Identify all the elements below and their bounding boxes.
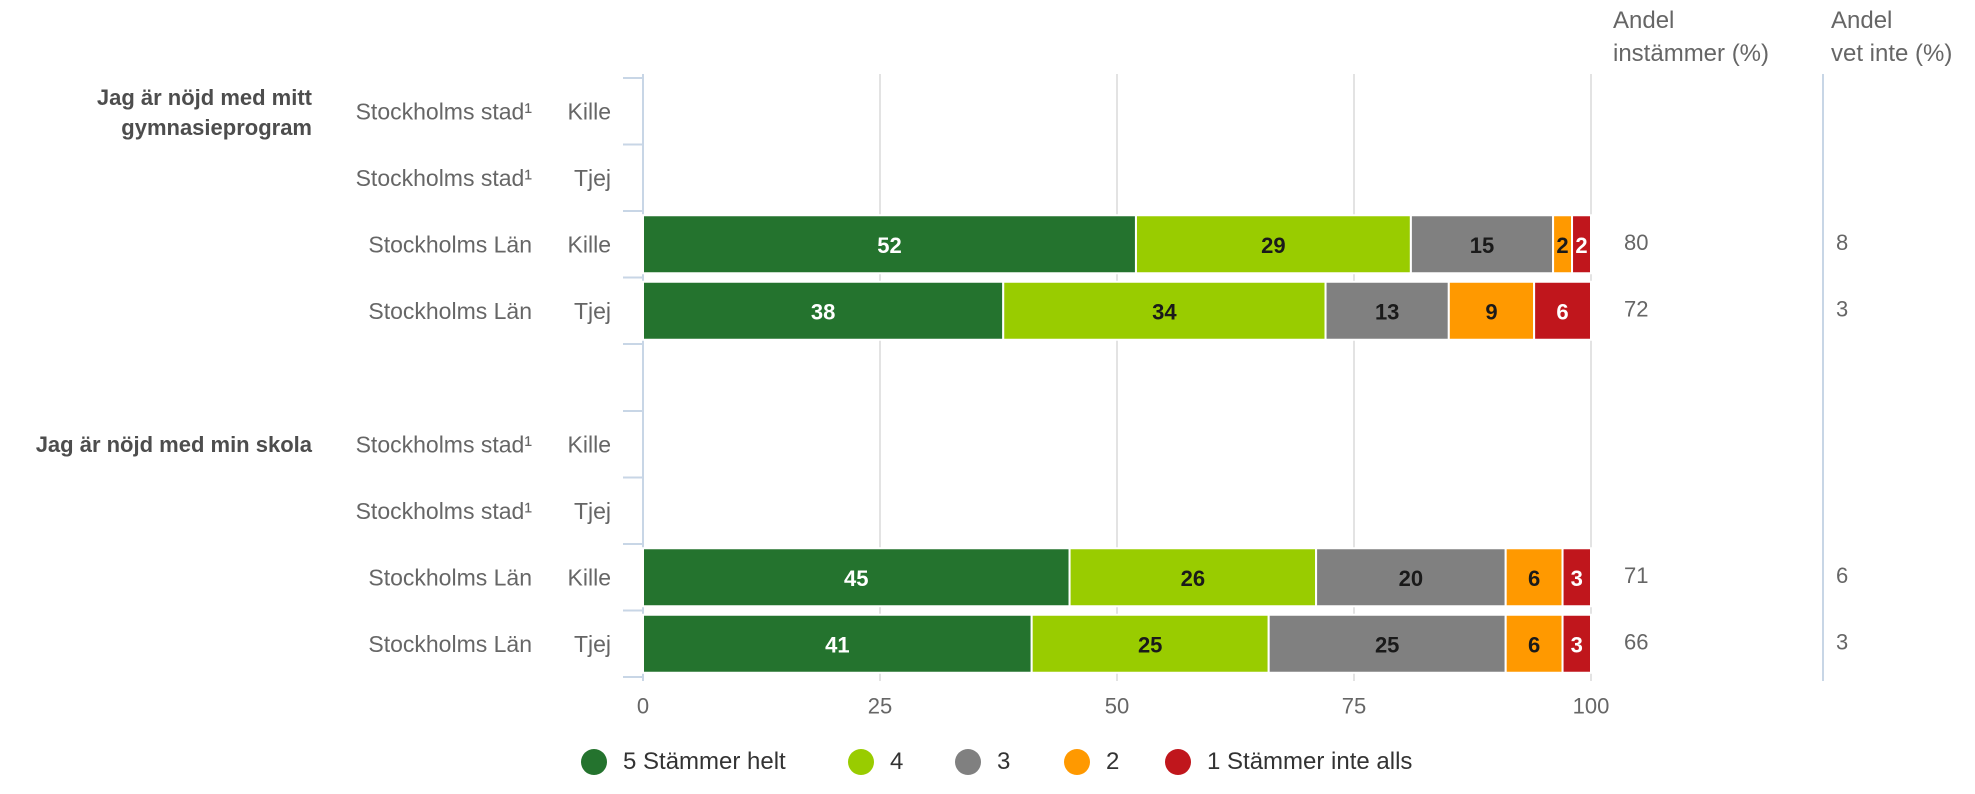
row-label-gender: Kille [568, 98, 611, 124]
row-label-gender: Tjej [574, 631, 611, 657]
x-tick-label-100: 100 [1573, 694, 1610, 719]
bar-segment-s1 [1134, 214, 1412, 275]
bar-segment-s4 [1561, 547, 1593, 608]
data-label-s2: 20 [1399, 566, 1423, 591]
bar-segment-s0 [642, 280, 1005, 341]
data-label-s2: 15 [1470, 233, 1494, 258]
header-agree-share: Andel instämmer (%) [1613, 4, 1769, 70]
row-label-region: Stockholms stad¹ [356, 431, 533, 457]
bar-segment-s4 [1533, 280, 1592, 341]
data-label-s1: 29 [1261, 233, 1285, 258]
label-layer: Jag är nöjd med mitt gymnasieprogram Stock… [36, 85, 1849, 658]
legend-item-4[interactable]: 4 [848, 742, 903, 782]
legend-swatch-5 [581, 749, 607, 775]
bar-segment-s4 [1561, 613, 1593, 674]
bar-segment-s3 [1504, 547, 1564, 608]
data-label-s4: 2 [1575, 233, 1587, 258]
row-label-gender: Kille [568, 564, 611, 590]
agree-share-value: 71 [1624, 563, 1648, 588]
dontknow-share-value: 3 [1836, 629, 1848, 654]
bar-segment-s2 [1409, 214, 1555, 275]
agree-share-value: 72 [1624, 296, 1648, 321]
row-label-region: Stockholms stad¹ [356, 498, 533, 524]
header-agree-line2: instämmer (%) [1613, 40, 1770, 67]
data-label-s1: 25 [1138, 632, 1162, 657]
legend-item-3[interactable]: 3 [955, 742, 1010, 782]
row-label-gender: Tjej [574, 298, 611, 324]
data-label-s4: 3 [1571, 632, 1583, 657]
bar-segment-s1 [1030, 613, 1270, 674]
legend-item-5[interactable]: 5 Stämmer helt [581, 742, 786, 782]
bar-layer [642, 214, 1593, 674]
bar-segment-s1 [1068, 547, 1318, 608]
legend-swatch-4 [848, 749, 874, 775]
row-label-region: Stockholms Län [368, 564, 532, 590]
bar-segment-s4 [1571, 214, 1593, 275]
data-label-s4: 6 [1556, 299, 1568, 324]
legend-swatch-1 [1165, 749, 1191, 775]
dontknow-share-value: 8 [1836, 230, 1848, 255]
x-tick-label-75: 75 [1342, 694, 1366, 719]
row-label-region: Stockholms Län [368, 631, 532, 657]
header-dontknow-line1: Andel [1831, 7, 1893, 34]
x-tick-label-0: 0 [637, 694, 649, 719]
dontknow-share-value: 3 [1836, 296, 1848, 321]
data-label-s1: 26 [1181, 566, 1205, 591]
dontknow-share-value: 6 [1836, 563, 1848, 588]
legend-label-4: 4 [890, 748, 904, 775]
row-label-gender: Kille [568, 231, 611, 257]
agree-share-value: 80 [1624, 230, 1648, 255]
data-label-s3: 9 [1485, 299, 1497, 324]
row-label-region: Stockholms stad¹ [356, 98, 533, 124]
header-dontknow-line2: vet inte (%) [1831, 40, 1953, 67]
group-label-line1: Jag är nöjd med mitt [97, 85, 313, 110]
bar-segment-s0 [642, 214, 1137, 275]
data-label-s0: 41 [825, 632, 849, 657]
legend-label-3: 3 [997, 748, 1011, 775]
data-label-s1: 34 [1152, 299, 1177, 324]
legend-label-2: 2 [1106, 748, 1120, 775]
data-label-s0: 52 [877, 233, 901, 258]
bar-segment-s2 [1324, 280, 1450, 341]
legend-item-1[interactable]: 1 Stämmer inte alls [1165, 742, 1412, 782]
x-tick-label-25: 25 [868, 694, 892, 719]
row-label-gender: Tjej [574, 498, 611, 524]
data-label-s3: 2 [1556, 233, 1568, 258]
data-label-s2: 25 [1375, 632, 1399, 657]
header-agree-line1: Andel [1613, 7, 1675, 34]
axis-layer: 0 25 50 75 100 [623, 74, 1824, 719]
bar-segment-s2 [1267, 613, 1507, 674]
data-label-s0: 45 [844, 566, 868, 591]
bar-segment-s3 [1447, 280, 1536, 341]
group-label: Jag är nöjd med min skola [36, 432, 313, 457]
x-tick-label-50: 50 [1105, 694, 1129, 719]
data-label-s2: 13 [1375, 299, 1399, 324]
legend-label-5: 5 Stämmer helt [623, 748, 786, 775]
agree-share-value: 66 [1624, 629, 1648, 654]
bar-segment-s0 [642, 613, 1033, 674]
data-label-s3: 6 [1528, 632, 1540, 657]
legend: 5 Stämmer helt 4 3 2 1 Stämmer inte alls [0, 742, 1975, 782]
group-label-line2: gymnasieprogram [121, 115, 312, 140]
row-label-gender: Kille [568, 431, 611, 457]
row-label-region: Stockholms Län [368, 298, 532, 324]
header-dontknow-share: Andel vet inte (%) [1831, 4, 1952, 70]
legend-label-1: 1 Stämmer inte alls [1207, 748, 1413, 775]
data-label-s4: 3 [1571, 566, 1583, 591]
data-label-s0: 38 [811, 299, 835, 324]
row-label-gender: Tjej [574, 165, 611, 191]
legend-swatch-2 [1064, 749, 1090, 775]
legend-item-2[interactable]: 2 [1064, 742, 1119, 782]
row-label-region: Stockholms stad¹ [356, 165, 533, 191]
data-label-s3: 6 [1528, 566, 1540, 591]
legend-swatch-3 [955, 749, 981, 775]
row-label-region: Stockholms Län [368, 231, 532, 257]
bar-segment-s0 [642, 547, 1071, 608]
